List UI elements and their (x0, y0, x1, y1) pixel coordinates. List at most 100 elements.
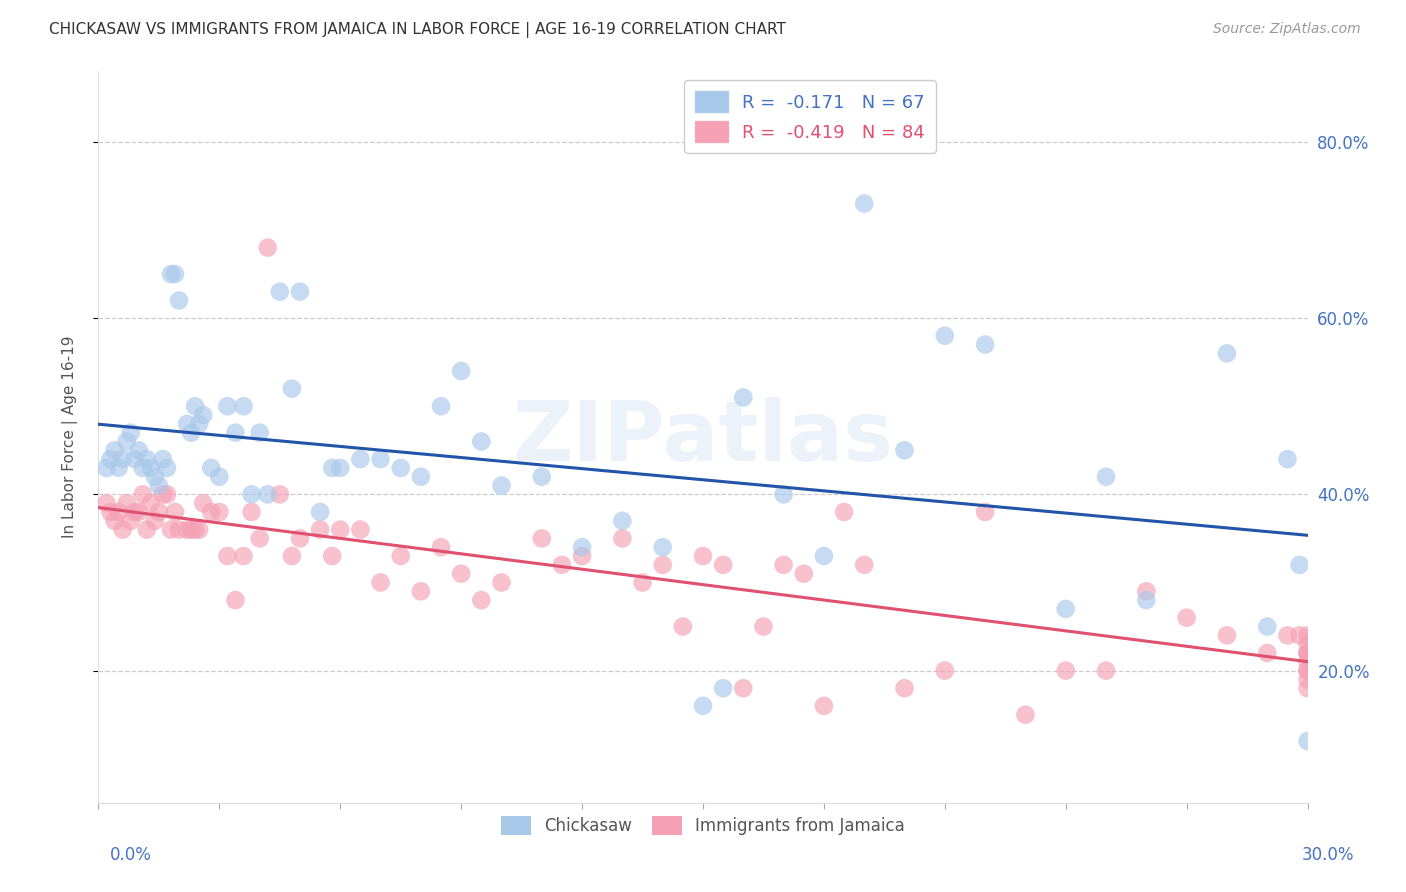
Point (349, 523, 371, 537)
Text: 30.0%: 30.0% (1302, 846, 1354, 863)
Point (309, 505, 332, 519)
Point (389, 461, 412, 475)
Point (1256, 619, 1278, 633)
Point (1296, 664, 1319, 678)
Point (409, 584, 432, 599)
Point (132, 461, 155, 475)
Point (491, 575, 513, 590)
Point (232, 399, 254, 413)
Point (249, 532, 271, 546)
Point (128, 505, 150, 519)
Point (1296, 664, 1319, 678)
Text: 0.0%: 0.0% (110, 846, 152, 863)
Point (934, 328, 956, 343)
Point (152, 452, 174, 467)
Point (139, 496, 162, 510)
Point (256, 487, 278, 501)
Point (893, 681, 915, 696)
Point (934, 664, 956, 678)
Point (124, 452, 146, 467)
Point (176, 523, 198, 537)
Point (143, 469, 166, 483)
Point (692, 549, 714, 563)
Point (124, 505, 146, 519)
Point (240, 487, 263, 501)
Point (217, 399, 239, 413)
Point (321, 549, 343, 563)
Point (1054, 602, 1077, 616)
Point (288, 532, 311, 546)
Point (152, 487, 174, 501)
Point (1296, 637, 1319, 651)
Point (224, 425, 246, 440)
Point (530, 532, 553, 546)
Point (551, 558, 574, 572)
Point (240, 505, 263, 519)
Point (188, 417, 211, 431)
Point (156, 487, 179, 501)
Point (163, 505, 186, 519)
Point (1014, 707, 1036, 722)
Point (491, 478, 513, 492)
Point (1296, 646, 1319, 660)
Point (1216, 628, 1239, 642)
Point (107, 505, 129, 519)
Point (1296, 673, 1319, 687)
Point (163, 267, 186, 281)
Point (430, 540, 453, 554)
Point (115, 496, 138, 510)
Point (120, 425, 142, 440)
Point (1296, 734, 1319, 748)
Point (349, 452, 371, 467)
Point (176, 417, 198, 431)
Point (135, 523, 157, 537)
Point (329, 523, 352, 537)
Point (974, 337, 997, 351)
Point (974, 505, 997, 519)
Point (208, 469, 231, 483)
Point (711, 681, 734, 696)
Point (160, 523, 183, 537)
Point (772, 558, 794, 572)
Point (1296, 646, 1319, 660)
Point (167, 523, 190, 537)
Point (329, 461, 352, 475)
Point (793, 566, 815, 581)
Point (733, 681, 755, 696)
Point (256, 241, 278, 255)
Point (281, 382, 304, 396)
Point (139, 461, 162, 475)
Point (571, 549, 593, 563)
Point (103, 443, 125, 458)
Y-axis label: In Labor Force | Age 16-19: In Labor Force | Age 16-19 (62, 335, 77, 539)
Point (232, 549, 254, 563)
Point (156, 461, 179, 475)
Text: ZIPatlas: ZIPatlas (513, 397, 893, 477)
Point (107, 461, 129, 475)
Point (813, 698, 835, 713)
Point (772, 487, 794, 501)
Point (288, 285, 311, 299)
Point (100, 452, 122, 467)
Point (193, 408, 215, 422)
Point (853, 558, 876, 572)
Point (188, 523, 211, 537)
Point (1095, 664, 1118, 678)
Point (180, 523, 202, 537)
Point (208, 505, 231, 519)
Point (1277, 452, 1299, 467)
Point (612, 532, 634, 546)
Point (200, 505, 222, 519)
Point (143, 514, 166, 528)
Point (128, 443, 150, 458)
Point (1277, 628, 1299, 642)
Point (200, 461, 222, 475)
Point (1288, 628, 1310, 642)
Point (651, 558, 673, 572)
Point (111, 523, 134, 537)
Point (1135, 593, 1157, 607)
Point (309, 523, 332, 537)
Point (571, 540, 593, 554)
Point (530, 469, 553, 483)
Point (1288, 558, 1310, 572)
